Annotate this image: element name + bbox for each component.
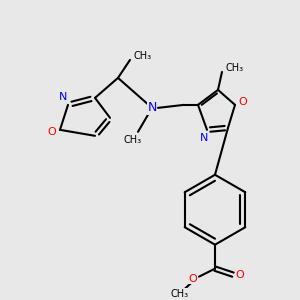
Text: O: O [189,274,197,284]
Text: O: O [236,270,244,280]
Text: O: O [48,127,56,137]
Text: CH₃: CH₃ [226,63,244,73]
Text: O: O [238,97,247,107]
Text: N: N [200,133,208,143]
Text: CH₃: CH₃ [134,51,152,61]
Text: CH₃: CH₃ [124,135,142,145]
Text: CH₃: CH₃ [171,289,189,298]
Text: N: N [147,101,157,114]
Text: N: N [59,92,67,102]
